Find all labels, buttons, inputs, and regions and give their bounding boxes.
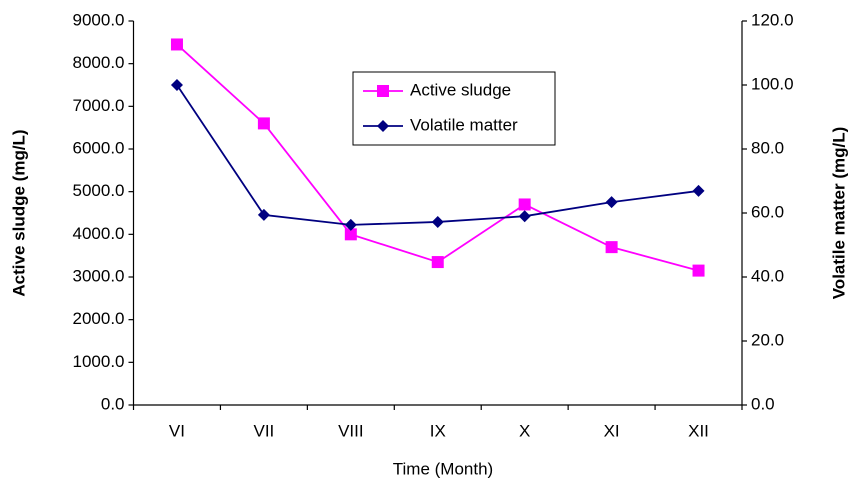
marker: [605, 241, 618, 254]
y2-tick-label: 100.0: [751, 74, 794, 93]
legend-box: [352, 71, 556, 146]
y-axis-title: Active sludge (mg/L): [9, 129, 28, 296]
marker: [344, 228, 357, 241]
marker: [518, 210, 531, 223]
x-tick-label: VI: [169, 421, 185, 440]
marker: [431, 215, 444, 228]
marker: [377, 120, 389, 132]
marker: [344, 218, 357, 231]
y2-tick-label: 60.0: [751, 202, 784, 221]
marker: [692, 264, 705, 277]
marker: [257, 208, 270, 221]
marker: [257, 117, 270, 130]
x-tick-label: VIII: [338, 421, 364, 440]
y-tick-label: 6000.0: [73, 138, 125, 157]
marker: [692, 184, 705, 197]
y-tick-label: 0.0: [101, 394, 125, 413]
marker: [605, 196, 618, 209]
x-tick-label: XI: [604, 421, 620, 440]
legend-label: Volatile matter: [410, 115, 518, 134]
marker: [170, 38, 183, 51]
marker: [170, 79, 183, 91]
marker: [377, 85, 389, 97]
x-tick-label: X: [519, 421, 530, 440]
y-tick-label: 8000.0: [73, 53, 125, 72]
x-axis-title: Time (Month): [393, 459, 493, 478]
y2-tick-label: 40.0: [751, 266, 784, 285]
y2-tick-label: 0.0: [751, 394, 775, 413]
y-tick-label: 4000.0: [73, 224, 125, 243]
y-tick-label: 5000.0: [73, 181, 125, 200]
y-tick-label: 7000.0: [73, 96, 125, 115]
y2-tick-label: 20.0: [751, 330, 784, 349]
y-tick-label: 9000.0: [73, 10, 125, 29]
x-tick-label: XII: [688, 421, 709, 440]
y-tick-label: 2000.0: [73, 309, 125, 328]
x-tick-label: VII: [253, 421, 274, 440]
legend-label: Active sludge: [410, 80, 511, 99]
x-tick-label: IX: [430, 421, 446, 440]
y-tick-label: 3000.0: [73, 266, 125, 285]
marker: [431, 256, 444, 269]
y-tick-label: 1000.0: [73, 352, 125, 371]
y2-tick-label: 80.0: [751, 138, 784, 157]
marker: [518, 198, 531, 211]
y2-axis-title: Volatile matter (mg/L): [829, 127, 848, 300]
y2-tick-label: 120.0: [751, 10, 794, 29]
